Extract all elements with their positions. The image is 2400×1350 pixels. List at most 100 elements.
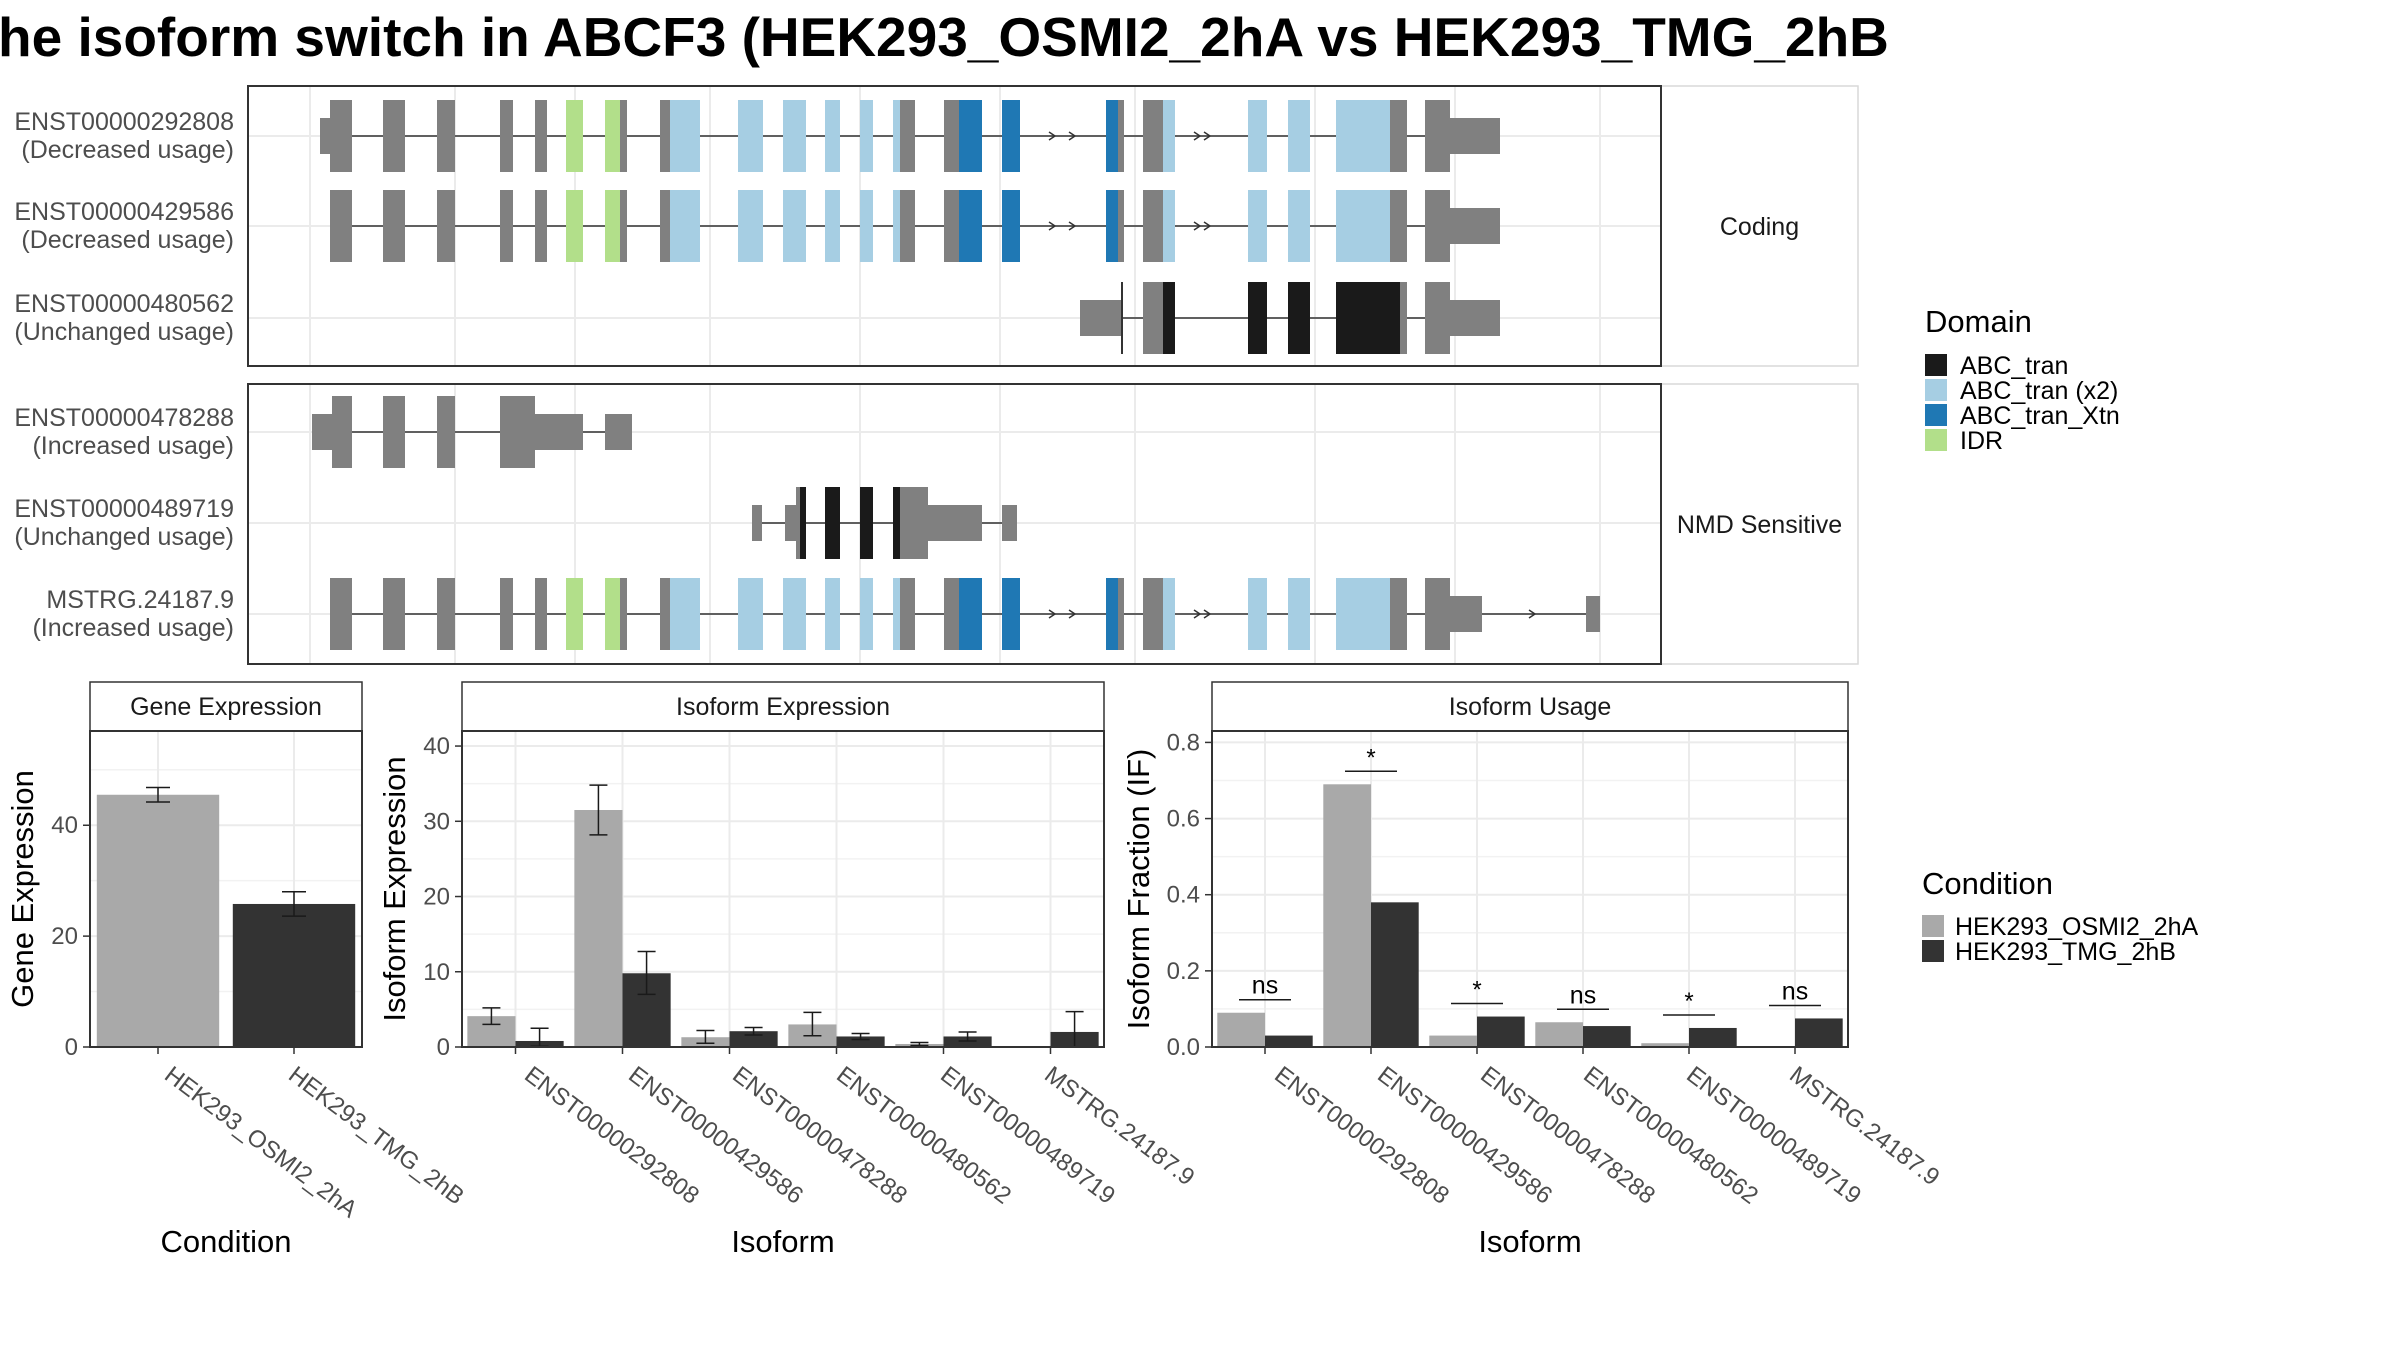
exon-block [860, 190, 873, 262]
exon-block [893, 487, 900, 559]
exon-block [1288, 100, 1310, 172]
exon-block [566, 190, 583, 262]
exon-block [738, 100, 763, 172]
exon-block [1106, 578, 1118, 650]
bar [1217, 1012, 1265, 1047]
y-tick-label: 0.2 [1167, 958, 1200, 985]
exon-block [500, 578, 513, 650]
exon-block [383, 100, 405, 172]
y-axis-title: Isoform Expression [377, 756, 412, 1021]
panel-border [89, 730, 363, 1048]
exon-block [944, 100, 959, 172]
exon-block [785, 505, 796, 541]
exon-block [825, 578, 840, 650]
bar [729, 1031, 778, 1047]
exon-block [437, 578, 455, 650]
intron-direction-arrow [1193, 221, 1202, 231]
bar [96, 794, 220, 1047]
exon-block [944, 578, 959, 650]
significance-label: * [1684, 988, 1693, 1015]
panel-strip [89, 681, 363, 732]
exon-block [1358, 282, 1380, 354]
exon-block [605, 414, 632, 450]
condition-legend-key [1922, 940, 1944, 962]
exon-block [1390, 190, 1407, 262]
exon-block [535, 190, 547, 262]
exon-block [566, 100, 583, 172]
panel-title: Gene Expression [130, 693, 322, 721]
domain-legend-label: IDR [1960, 427, 2003, 455]
domain-legend-title: Domain [1925, 304, 2032, 339]
exon-block [1248, 190, 1267, 262]
bar [1323, 784, 1371, 1047]
exon-block [825, 487, 840, 559]
panel-border [1211, 730, 1849, 1048]
x-tick-label: ENST00000480562 [831, 1061, 1016, 1209]
intron-direction-arrow [1068, 609, 1077, 619]
exon-block [1288, 190, 1310, 262]
intron-direction-arrow [1068, 131, 1077, 141]
intron-direction-arrow [1193, 609, 1202, 619]
exon-block [1336, 100, 1358, 172]
x-axis-title: Isoform [731, 1224, 834, 1259]
facet-strip-label: NMD Sensitive [1677, 511, 1842, 539]
exon-block [620, 578, 627, 650]
exon-block [513, 396, 535, 468]
y-tick-label: 40 [423, 733, 450, 760]
exon-block [332, 396, 352, 468]
exon-block [500, 190, 513, 262]
exon-block [437, 100, 455, 172]
exon-block [535, 414, 583, 450]
y-tick-label: 30 [423, 808, 450, 835]
exon-block [670, 100, 700, 172]
condition-legend-label: HEK293_OSMI2_2hA [1955, 913, 2199, 941]
exon-block [660, 100, 670, 172]
x-tick-label: ENST00000478288 [727, 1061, 912, 1209]
exon-block [1450, 208, 1500, 244]
transcript-usage-label: (Decreased usage) [21, 226, 234, 254]
bar [1583, 1026, 1631, 1047]
exon-block [1002, 505, 1017, 541]
exon-block [1390, 100, 1407, 172]
intron-direction-arrow [1528, 609, 1537, 619]
exon-block [605, 578, 620, 650]
bar [1641, 1043, 1689, 1047]
exon-block [660, 190, 670, 262]
x-tick-label: ENST00000292808 [1269, 1061, 1454, 1209]
bar-charts: Gene Expression02040HEK293_OSMI2_2hAHEK2… [5, 681, 1944, 1259]
exon-block [783, 100, 806, 172]
domain-legend-key [1925, 404, 1947, 426]
exon-block [783, 190, 806, 262]
exon-block [900, 578, 915, 650]
x-axis-title: Isoform [1478, 1224, 1581, 1259]
exon-block [1163, 100, 1175, 172]
exon-block [660, 578, 670, 650]
exon-block [900, 487, 928, 559]
transcript-id-label: ENST00000478288 [14, 404, 234, 432]
exon-block [670, 578, 700, 650]
exon-block [1002, 190, 1020, 262]
bar [1371, 902, 1419, 1047]
intron-direction-arrow [1068, 221, 1077, 231]
x-tick-label: ENST00000292808 [519, 1061, 704, 1209]
exon-block [1248, 578, 1267, 650]
exon-block [330, 190, 352, 262]
exon-block [1288, 282, 1310, 354]
exon-block [1106, 100, 1118, 172]
exon-block [1143, 190, 1163, 262]
exon-block [1118, 190, 1124, 262]
transcript-id-label: ENST00000292808 [14, 108, 234, 136]
transcript-usage-label: (Increased usage) [32, 432, 234, 460]
exon-block [535, 578, 547, 650]
exon-block [900, 100, 915, 172]
exon-block [383, 396, 405, 468]
exon-block [1143, 100, 1163, 172]
y-axis-title: Isoform Fraction (IF) [1121, 749, 1156, 1030]
exon-block [312, 414, 332, 450]
significance-label: ns [1570, 981, 1596, 1009]
transcript-usage-label: (Unchanged usage) [14, 318, 234, 346]
exon-block [893, 100, 900, 172]
exon-block [893, 578, 900, 650]
exon-block [330, 578, 352, 650]
